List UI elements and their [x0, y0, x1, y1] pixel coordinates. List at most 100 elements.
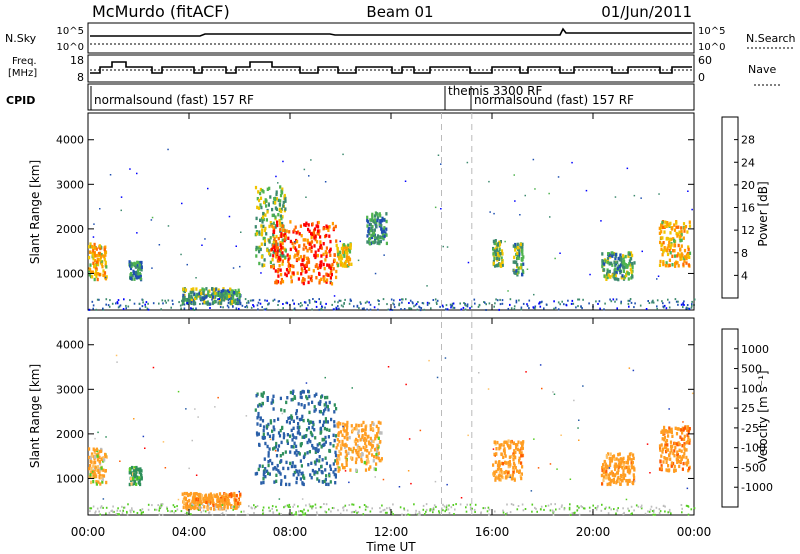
echo-cell-5 [508, 455, 511, 459]
ground-scatter-cell [435, 505, 437, 508]
noise-cell [437, 154, 440, 156]
echo-cell-3 [269, 221, 272, 225]
echo-cell-4 [330, 272, 333, 277]
echo-cell-6 [377, 238, 380, 242]
echo-cell-6 [601, 465, 604, 470]
echo-cell-3 [261, 215, 265, 219]
echo-cell-4 [378, 431, 382, 435]
echo-cell-5 [349, 243, 352, 247]
echo-cell-1 [136, 275, 139, 280]
echo-cell-5 [510, 454, 513, 459]
echo-cell-10 [658, 231, 661, 235]
ground-scatter-cell [227, 299, 230, 302]
echo-cell-2 [215, 292, 219, 296]
echo-cell-2 [212, 501, 215, 506]
echo-cell-2 [218, 502, 221, 506]
echo-cell-10 [680, 254, 684, 258]
echo-cell-4 [280, 272, 283, 277]
echo-cell-2 [217, 288, 220, 292]
noise-cell [615, 263, 617, 266]
echo-cell-10 [688, 255, 691, 259]
echo-cell-0 [88, 245, 91, 249]
echo-cell-5 [520, 472, 523, 476]
ground-scatter-cell [662, 305, 664, 308]
echo-cell-3 [324, 478, 327, 482]
echo-cell-4 [357, 447, 360, 451]
echo-cell-2 [183, 491, 186, 496]
ground-scatter-cell [231, 506, 233, 508]
echo-cell-10 [663, 246, 666, 250]
ground-scatter-cell [563, 303, 565, 306]
echo-cell-4 [375, 462, 378, 466]
echo-cell-4 [302, 257, 305, 262]
ground-scatter-cell [122, 308, 125, 310]
ground-scatter-cell [484, 301, 486, 304]
echo-cell-4 [287, 257, 290, 261]
ground-scatter-cell [308, 301, 311, 304]
echo-cell-4 [345, 429, 348, 433]
echo-cell-3 [295, 444, 298, 449]
ground-scatter-cell [571, 299, 574, 302]
echo-cell-4 [287, 236, 290, 240]
ground-scatter-cell [320, 506, 323, 509]
echo-cell-0 [98, 475, 101, 479]
echo-cell-4 [377, 456, 380, 461]
echo-cell-2 [226, 497, 229, 501]
noise-cell [632, 369, 635, 372]
echo-cell-3 [290, 416, 294, 420]
echo-cell-4 [280, 234, 283, 238]
ground-scatter-cell [389, 508, 391, 511]
echo-cell-3 [309, 439, 312, 444]
echo-cell-3 [258, 402, 261, 407]
echo-cell-1 [138, 274, 141, 279]
ground-scatter-cell [647, 510, 649, 513]
echo-cell-6 [614, 465, 617, 469]
ground-scatter-cell [557, 308, 560, 311]
echo-cell-9 [610, 261, 613, 265]
echo-cell-7 [663, 428, 666, 433]
echo-cell-0 [102, 468, 105, 472]
echo-cell-2 [235, 292, 238, 296]
echo-cell-4 [273, 237, 276, 241]
ground-scatter-cell [139, 307, 141, 310]
ground-scatter-cell [438, 511, 441, 514]
ground-scatter-cell [142, 511, 144, 514]
echo-cell-4 [333, 259, 336, 263]
echo-cell-3 [272, 240, 275, 245]
power-echoes [88, 148, 696, 312]
echo-cell-5 [499, 478, 502, 482]
echo-cell-3 [300, 417, 303, 421]
echo-cell-4 [339, 452, 342, 456]
echo-cell-5 [347, 259, 350, 263]
ground-scatter-cell [391, 309, 394, 311]
echo-cell-4 [347, 451, 350, 455]
echo-cell-4 [285, 268, 289, 272]
echo-cell-4 [319, 245, 322, 250]
noise-cell [333, 295, 336, 297]
echo-cell-2 [205, 294, 208, 299]
echo-cell-2 [193, 506, 196, 511]
echo-cell-6 [610, 478, 613, 483]
ground-scatter-cell [383, 508, 386, 511]
echo-cell-3 [288, 421, 291, 425]
echo-cell-3 [258, 249, 261, 254]
echo-cell-5 [512, 457, 515, 462]
ground-scatter-cell [691, 303, 693, 306]
ground-scatter-cell [199, 507, 201, 510]
ground-scatter-cell [169, 510, 172, 513]
echo-cell-4 [302, 281, 305, 286]
echo-cell-1 [138, 476, 141, 480]
echo-cell-6 [622, 463, 625, 468]
echo-cell-4 [301, 269, 304, 273]
echo-cell-3 [308, 394, 311, 399]
ground-scatter-cell [419, 513, 421, 516]
noise-cell [339, 240, 341, 243]
echo-cell-2 [225, 493, 228, 497]
echo-cell-0 [105, 265, 108, 269]
ground-scatter-cell [344, 298, 346, 301]
echo-cell-1 [138, 481, 141, 485]
echo-cell-7 [664, 440, 667, 445]
echo-cell-0 [101, 480, 104, 484]
ground-scatter-cell [268, 510, 271, 513]
